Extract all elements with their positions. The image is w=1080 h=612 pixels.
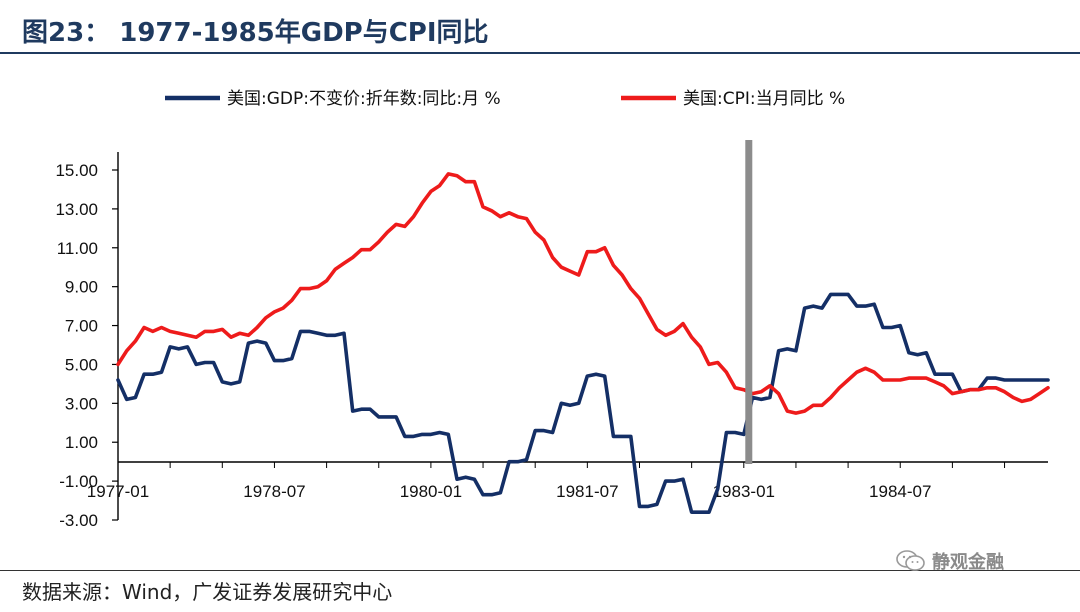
page-title: 图23： 1977-1985年GDP与CPI同比 — [22, 18, 489, 48]
x-tick-label: 1980-01 — [400, 482, 462, 501]
plot-area: -3.00 -1.00 1.00 3.00 5.00 7.00 9.00 11.00 13.00… — [55, 140, 1050, 530]
watermark-text: 静观金融 — [932, 552, 1004, 573]
gdp-series-line — [116, 292, 1050, 514]
x-tick-label: 1978-07 — [243, 482, 305, 501]
y-tick-label: -1.00 — [59, 472, 98, 491]
y-tick-label: -3.00 — [59, 511, 98, 530]
legend-item-gdp: 美国:GDP:不变价:折年数:同比:月 % — [165, 89, 501, 109]
legend-item-cpi: 美国:CPI:当月同比 % — [621, 89, 845, 109]
vertical-marker-bar — [745, 140, 753, 464]
x-tick-label: 1984-07 — [869, 482, 931, 501]
cpi-series-line — [116, 172, 1050, 415]
wechat-watermark: 静观金融 — [896, 548, 1004, 574]
y-tick-label: 9.00 — [65, 278, 98, 297]
legend-label: 美国:CPI:当月同比 % — [683, 89, 845, 109]
y-tick-label: 7.00 — [65, 317, 98, 336]
data-source-note: 数据来源：Wind，广发证券发展研究中心 — [22, 580, 393, 604]
wechat-icon — [896, 550, 925, 571]
x-tick-label: 1977-01 — [87, 482, 149, 501]
y-tick-label: 13.00 — [55, 200, 98, 219]
y-tick-label: 15.00 — [55, 161, 98, 180]
footer-divider — [0, 570, 1080, 571]
legend-label: 美国:GDP:不变价:折年数:同比:月 % — [227, 89, 501, 109]
y-tick-label: 5.00 — [65, 355, 98, 374]
chart-legend: 美国:GDP:不变价:折年数:同比:月 % 美国:CPI:当月同比 % — [165, 89, 845, 109]
y-tick-label: 11.00 — [57, 239, 98, 258]
x-tick-label: 1983-01 — [713, 482, 775, 501]
x-tick-label: 1981-07 — [556, 482, 618, 501]
title-divider — [0, 52, 1080, 54]
y-tick-label: 3.00 — [65, 394, 98, 413]
line-chart: 美国:GDP:不变价:折年数:同比:月 % 美国:CPI:当月同比 % -3.00… — [55, 89, 1050, 530]
y-tick-label: 1.00 — [65, 433, 98, 452]
